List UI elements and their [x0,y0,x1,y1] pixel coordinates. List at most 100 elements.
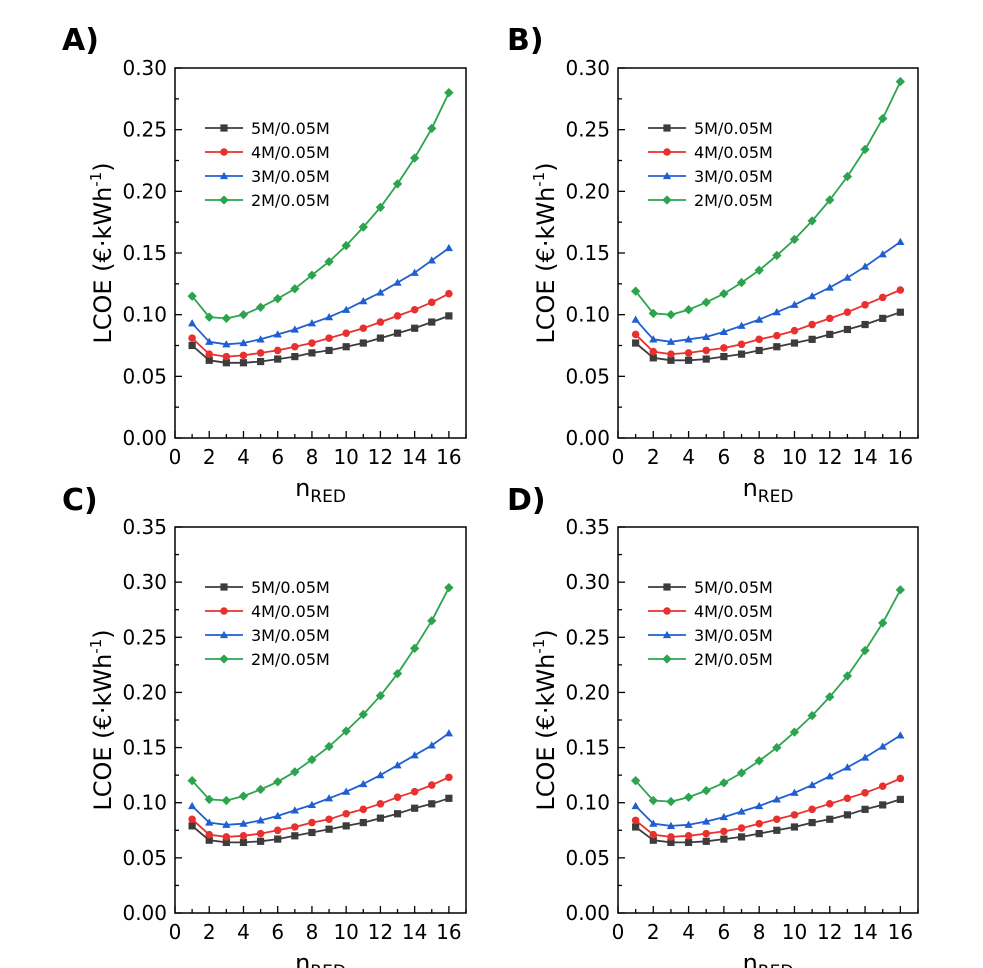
x-tick-label: 6 [718,445,731,469]
legend-entry: 5M/0.05M [694,119,773,138]
data-point [256,357,265,366]
data-point [789,727,800,737]
data-point [632,823,640,831]
data-point [896,774,905,783]
data-point [879,314,887,322]
legend-entry: 3M/0.05M [694,626,773,645]
x-tick-label: 10 [333,445,358,469]
y-tick-label: 0.15 [565,241,610,265]
series-4 [187,582,454,806]
legend: 5M/0.05M 4M/0.05M 3M/0.05M 2M/0.05M [648,578,773,669]
legend-swatch-marker [662,630,672,639]
legend-entry: 4M/0.05M [251,602,330,621]
data-point [684,349,693,357]
data-point [222,352,231,361]
series-line [191,292,450,358]
data-point [428,800,436,808]
series-line [635,777,901,838]
data-point [667,350,675,358]
legend-entry: 3M/0.05M [694,167,773,186]
data-point [825,692,835,702]
data-point [238,791,249,801]
legend: 5M/0.05M 4M/0.05M 3M/0.05M 2M/0.05M [205,119,330,210]
y-axis-title-main: LCOE (€·kWh [89,187,117,344]
data-point [860,262,870,270]
series-1 [188,312,453,367]
data-point [896,795,904,804]
series-line [191,587,450,802]
data-point [719,289,729,299]
data-point [376,771,385,779]
data-point [790,300,799,308]
data-point [720,835,728,843]
y-tick-label: 0.10 [565,791,610,815]
data-point [826,815,834,823]
data-point [631,315,640,323]
data-point [393,278,402,286]
data-point [737,350,746,358]
data-point [808,320,816,329]
series-line [191,247,450,346]
data-point [720,344,728,352]
data-point [754,756,764,766]
data-point [239,838,248,847]
x-tick-label: 16 [436,920,461,944]
data-point [790,823,799,831]
data-point [222,820,231,828]
y-tick-label: 0.05 [565,846,610,870]
data-point [754,265,764,275]
data-point [393,761,402,769]
series-line [634,81,902,316]
data-point [666,796,676,807]
x-tick-label: 12 [368,445,393,469]
data-point [701,297,711,308]
data-point [393,810,402,818]
data-point [410,305,419,314]
data-point [342,343,350,351]
data-point [790,326,799,335]
data-point [188,334,196,342]
legend-swatch-marker [663,124,671,132]
data-point [187,775,197,786]
series-4 [187,87,454,324]
data-point [790,339,799,347]
data-point [737,807,746,815]
data-point [445,289,453,298]
data-point [255,302,266,312]
x-tick-label: 6 [718,920,731,944]
legend-entry: 4M/0.05M [694,602,773,621]
data-point [861,789,869,797]
data-point [375,691,386,701]
data-point [896,286,905,294]
data-point [755,335,763,344]
data-point [307,755,317,765]
data-point [222,838,230,847]
series-line [634,241,901,343]
chart-panel-2: B) 0 2 4 6 8 10 12 14 16 0.00 0.05 0.10 0.15 0.20 0.25 0… [507,23,919,507]
data-point [205,836,213,844]
x-tick-label: 0 [169,920,182,944]
legend-swatch-marker [220,124,228,132]
data-point [772,742,782,753]
x-axis-title: nRED [295,949,346,968]
x-tick-label: 16 [888,445,913,469]
legend-swatch-marker [663,607,671,615]
x-tick-label: 10 [333,920,358,944]
y-tick-label: 0.30 [565,570,610,594]
y-axis-title-superscript: -1 [530,639,548,654]
data-point [256,335,265,343]
data-point [683,792,694,802]
data-point [649,830,658,839]
y-tick-label: 0.15 [565,736,610,760]
panel-label: D) [507,483,546,518]
x-axis-title-subscript: RED [310,487,346,507]
data-point [427,298,436,307]
data-point [358,709,368,720]
y-tick-label: 0.05 [565,364,610,388]
data-point [630,286,641,296]
chart-panel-3: C) 0 2 4 6 8 10 12 14 16 0.00 0.05 0.10 0.15 0.20 0.25 0… [62,483,467,968]
data-point [290,325,299,333]
y-axis-title-close: ) [532,162,560,171]
data-point [807,780,817,789]
y-axis-title: LCOE (€·kWh-1) [87,629,117,810]
